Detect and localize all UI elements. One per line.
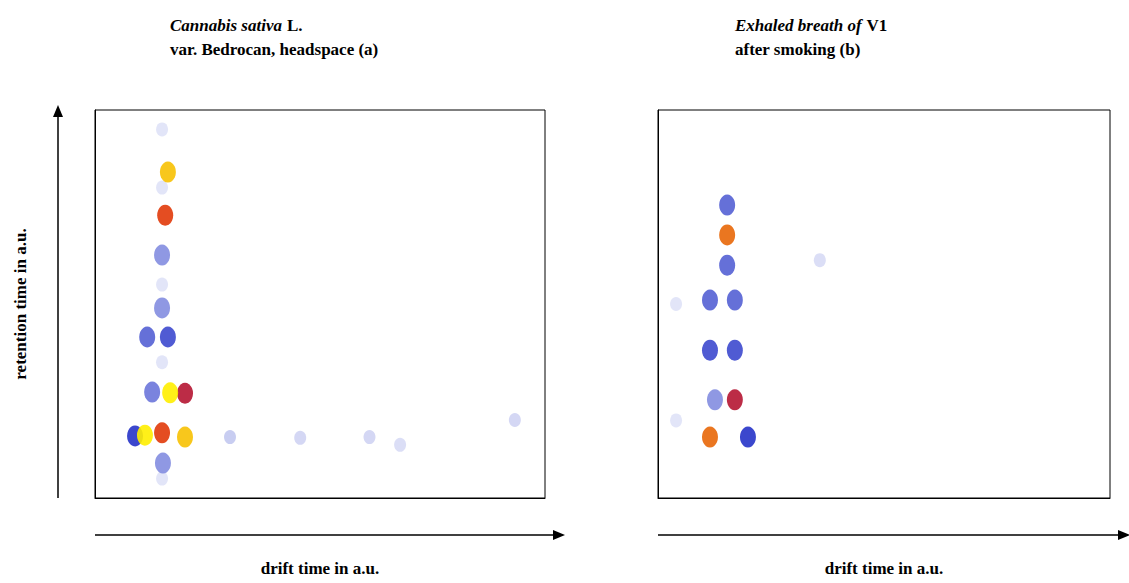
svg-text:drift time in a.u.: drift time in a.u.: [261, 559, 380, 578]
svg-text:after smoking (b): after smoking (b): [735, 40, 860, 59]
svg-text:var. Bedrocan, headspace (a): var. Bedrocan, headspace (a): [170, 40, 378, 59]
svg-text:Exhaled breath of: Exhaled breath of: [734, 16, 864, 35]
svg-text:retention time in a.u.: retention time in a.u.: [11, 228, 30, 379]
svg-text:drift time in a.u.: drift time in a.u.: [825, 559, 944, 578]
svg-text:V1: V1: [867, 16, 888, 35]
svg-text:L.: L.: [287, 16, 303, 35]
svg-text:Cannabis sativa: Cannabis sativa: [170, 16, 282, 35]
